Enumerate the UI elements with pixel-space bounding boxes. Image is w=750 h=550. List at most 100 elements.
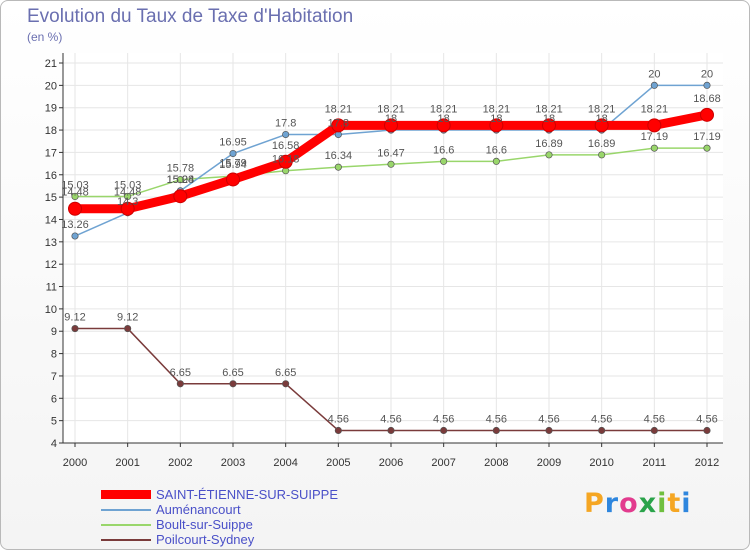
logo-letter: x [638,488,658,519]
data-label-3: 4.56 [538,413,559,425]
data-label-2: 15.03 [114,179,142,191]
data-point-3 [703,426,711,435]
data-label-3: 4.56 [380,413,401,425]
x-tick-label: 2002 [168,457,192,469]
data-label-0: 18.21 [325,103,353,115]
y-tick-label: 7 [51,371,57,383]
x-tick-label: 2009 [537,457,561,469]
data-point-3 [229,380,237,388]
x-tick-label: 2003 [221,457,245,469]
data-point-3 [650,426,658,435]
data-label-2: 16.6 [433,144,454,156]
data-point-0 [120,201,135,216]
y-tick-label: 21 [45,58,57,70]
y-tick-label: 11 [46,282,57,294]
data-point-3 [282,380,290,388]
data-point-0 [331,118,346,133]
data-point-0 [542,118,556,133]
legend-swatch-poilcourt [101,539,151,541]
data-label-2: 15.03 [61,179,89,191]
data-point-0 [384,118,398,133]
data-label-3: 4.56 [486,413,507,425]
x-tick-label: 2010 [589,457,613,469]
data-point-2 [124,192,132,200]
data-label-2: 16.47 [377,147,405,159]
data-point-0 [278,154,293,169]
data-label-3: 4.56 [328,413,349,425]
data-point-3 [598,426,606,435]
data-label-1: 20 [701,68,713,80]
y-tick-label: 12 [45,259,57,271]
x-tick-label: 2011 [643,457,667,469]
data-point-2 [71,192,79,200]
data-point-1 [71,232,79,240]
logo-letter: r [604,488,620,519]
y-tick-label: 18 [45,125,57,137]
x-tick-label: 2008 [484,457,508,469]
data-label-2: 15.94 [219,159,247,171]
data-label-0: 18.21 [483,103,511,115]
data-point-3 [124,325,132,333]
y-tick-label: 17 [45,147,57,159]
data-label-2: 16.6 [486,144,507,156]
data-label-1: 18 [438,113,450,125]
logo-letter: i [681,488,692,519]
data-point-3 [387,426,395,435]
data-label-1: 20 [648,68,660,80]
data-point-3 [71,325,79,333]
y-tick-label: 13 [45,237,57,249]
data-point-0 [700,107,714,122]
chart-title: Evolution du Taux de Taxe d'Habitation [27,6,354,27]
y-tick-label: 5 [51,416,57,428]
x-tick-label: 2000 [63,457,87,469]
data-point-2 [440,157,448,165]
data-label-3: 4.56 [433,413,454,425]
y-tick-label: 16 [45,170,57,182]
data-point-2 [334,163,342,171]
data-label-2: 16.89 [535,138,563,150]
y-tick-label: 15 [45,192,57,204]
data-label-0: 15.04 [167,174,195,186]
data-label-0: 18.68 [693,93,721,105]
x-tick-label: 2004 [273,457,297,469]
legend-label-boult: Boult-sur-Suippe [156,517,253,532]
y-tick-label: 9 [51,326,57,338]
data-label-3: 6.65 [222,367,243,379]
logo-letter: i [657,488,668,519]
x-tick-label: 2001 [115,457,139,469]
data-point-1 [229,149,237,158]
data-label-3: 9.12 [64,312,85,324]
data-label-0: 14.48 [114,187,142,199]
logo-letter: t [667,488,682,519]
legend-swatch-aumenancourt [101,509,151,511]
legend-swatch-boult [101,524,151,526]
data-label-1: 14.3 [117,196,138,208]
data-label-0: 16.58 [272,140,300,152]
x-tick-label: 2005 [326,457,350,469]
x-tick-label: 2006 [379,457,403,469]
data-point-2 [492,157,500,165]
data-point-2 [545,151,553,159]
data-label-2: 16.89 [588,138,616,150]
y-tick-label: 6 [51,393,57,405]
data-point-3 [440,426,448,435]
data-point-2 [703,144,711,152]
data-point-2 [598,151,606,159]
data-label-1: 18 [543,113,555,125]
x-tick-label: 2012 [695,457,719,469]
legend-label-saint-etienne: SAINT-ÉTIENNE-SUR-SUIPPE [156,487,339,502]
data-label-3: 4.56 [644,413,665,425]
data-label-1: 18 [596,113,608,125]
data-label-0: 18.21 [588,103,616,115]
data-point-3 [545,426,553,435]
data-label-2: 17.19 [693,131,721,143]
data-label-1: 18 [385,113,397,125]
data-point-0 [173,189,188,204]
data-label-3: 4.56 [591,413,612,425]
data-point-1 [703,81,711,89]
data-label-1: 13.26 [61,219,89,231]
data-point-0 [594,118,609,133]
data-point-1 [650,81,658,89]
logo-letter: P [584,488,605,519]
data-label-3: 6.65 [275,367,296,379]
